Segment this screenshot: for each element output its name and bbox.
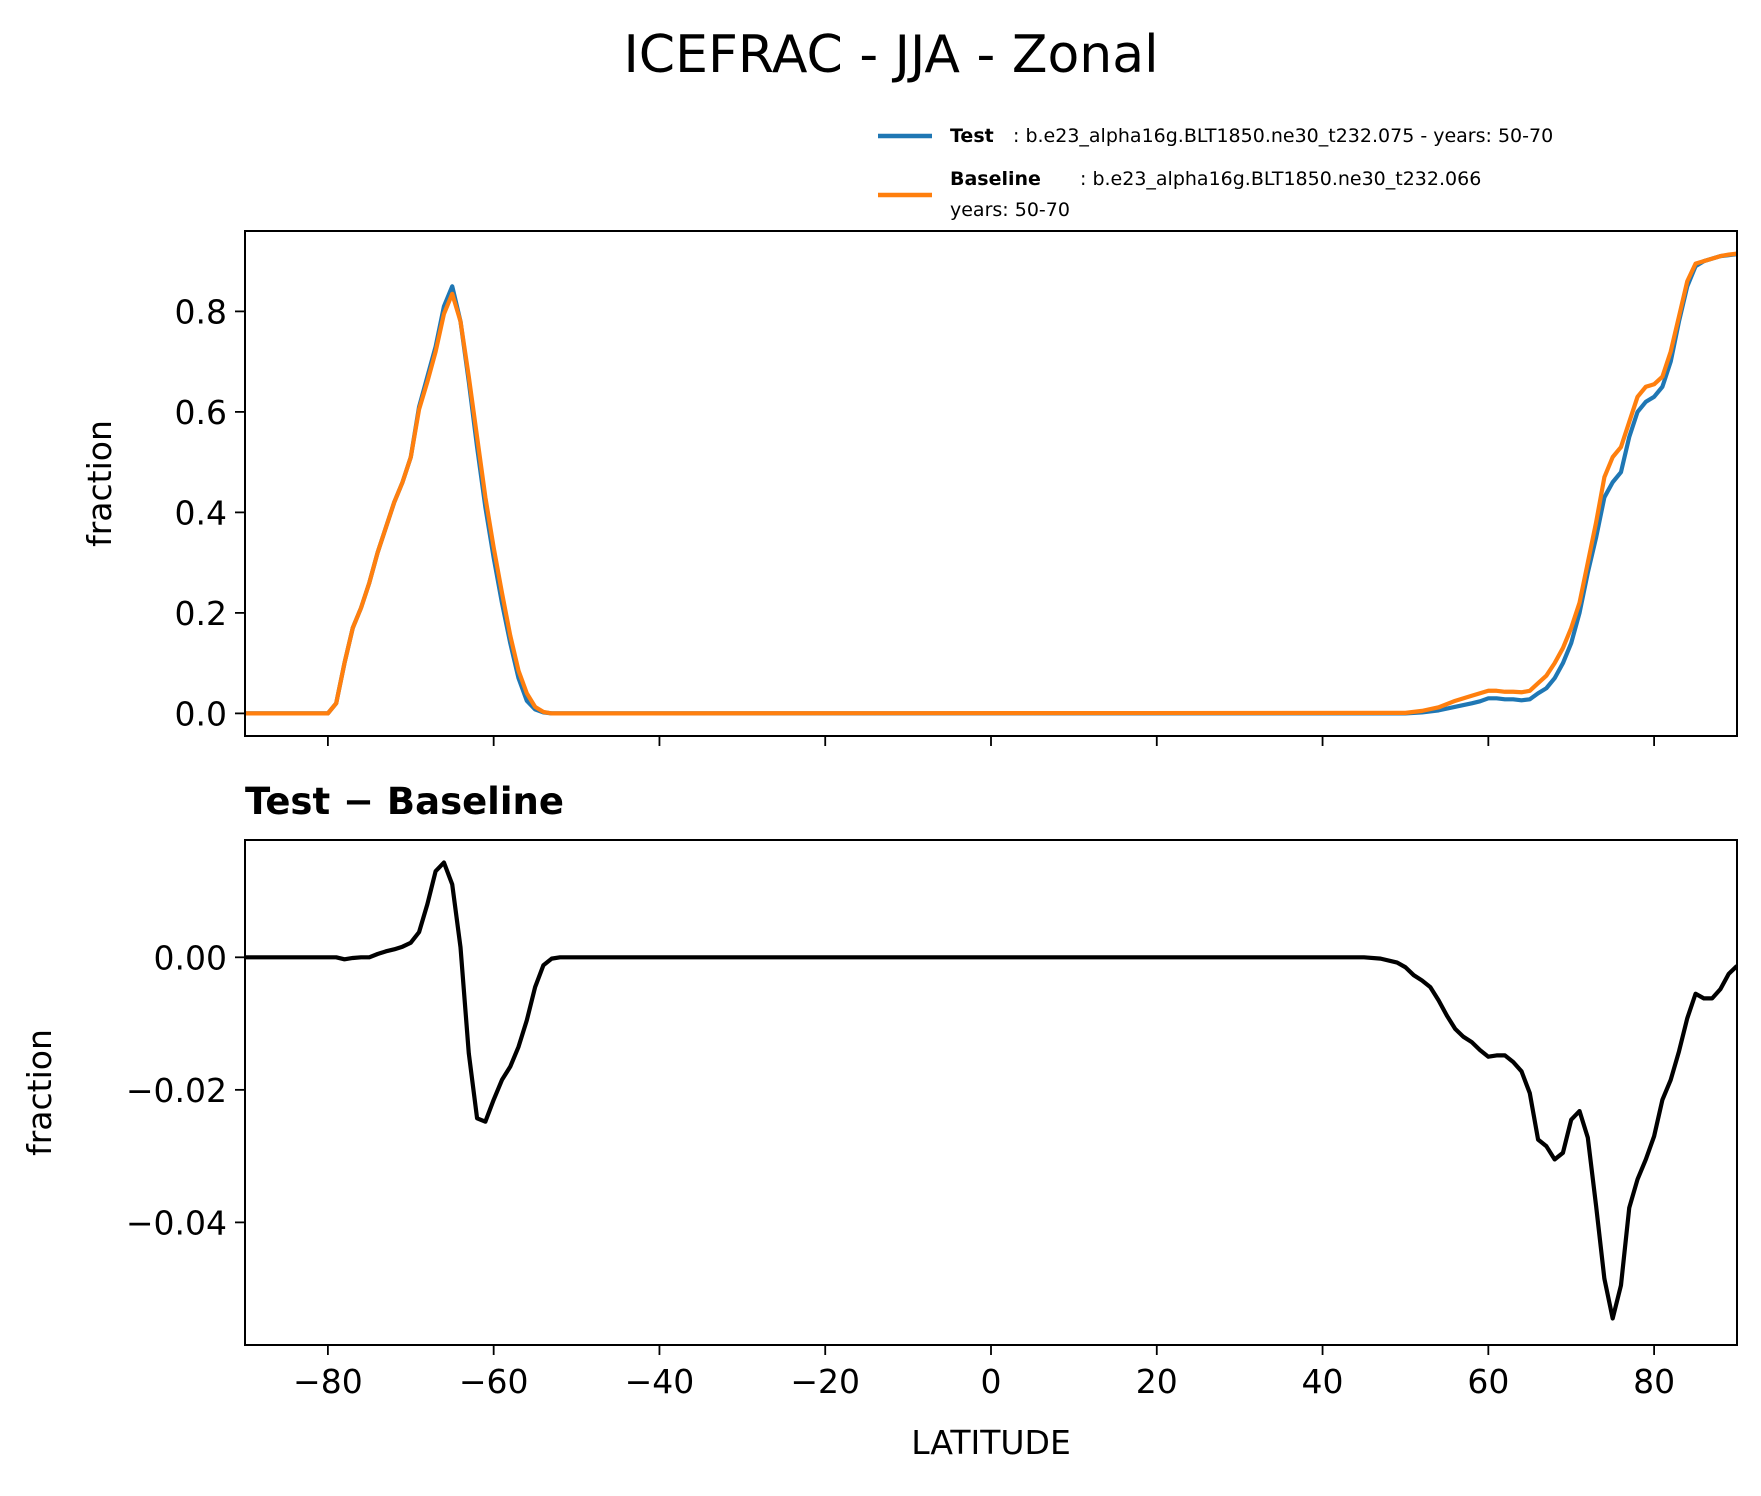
- diff-ytick-label: −0.02: [126, 1071, 227, 1110]
- top-ytick-label: 0.4: [175, 493, 227, 532]
- diff-xtick-label: −40: [625, 1362, 695, 1401]
- top-series-baseline: [245, 251, 1737, 716]
- legend-desc-test: : b.e23_alpha16g.BLT1850.ne30_t232.075 -…: [1013, 125, 1553, 147]
- diff-panel: −0.04 −0.02 0.00 −80 −60 −40 −20 0 20 40 60 80 fract…: [20, 839, 1738, 1462]
- legend-label-baseline: Baseline: [950, 168, 1041, 190]
- diff-ytick-label: 0.00: [154, 938, 227, 977]
- top-ylabel: fraction: [80, 420, 119, 547]
- legend-desc-baseline: : b.e23_alpha16g.BLT1850.ne30_t232.066: [1080, 168, 1481, 190]
- legend-label-test: Test: [950, 125, 994, 147]
- diff-ytick-label: −0.04: [126, 1203, 227, 1242]
- diff-xtick-label: −60: [459, 1362, 529, 1401]
- diff-xlabel: LATITUDE: [911, 1423, 1071, 1462]
- figure-title: ICEFRAC - JJA - Zonal: [623, 25, 1158, 85]
- legend: Test : b.e23_alpha16g.BLT1850.ne30_t232.…: [878, 125, 1553, 221]
- top-panel: 0.0 0.2 0.4 0.6 0.8 fraction: [80, 230, 1738, 746]
- legend-desc-baseline-years: years: 50-70: [950, 199, 1070, 221]
- diff-xtick-label: 60: [1467, 1362, 1509, 1401]
- diff-panel-title: Test − Baseline: [245, 780, 564, 823]
- diff-ylabel: fraction: [20, 1029, 59, 1156]
- diff-xtick-label: 20: [1136, 1362, 1178, 1401]
- diff-xtick-label: 40: [1302, 1362, 1344, 1401]
- top-ytick-label: 0.6: [175, 393, 227, 432]
- diff-series-line0: [245, 860, 1737, 1321]
- top-ytick-label: 0.2: [175, 594, 227, 633]
- top-ytick-label: 0.0: [175, 694, 227, 733]
- diff-xtick-label: −80: [293, 1362, 363, 1401]
- diff-xtick-label: 0: [981, 1362, 1002, 1401]
- top-ytick-label: 0.8: [175, 292, 227, 331]
- diff-xtick-label: 80: [1633, 1362, 1675, 1401]
- diff-xtick-label: −20: [790, 1362, 860, 1401]
